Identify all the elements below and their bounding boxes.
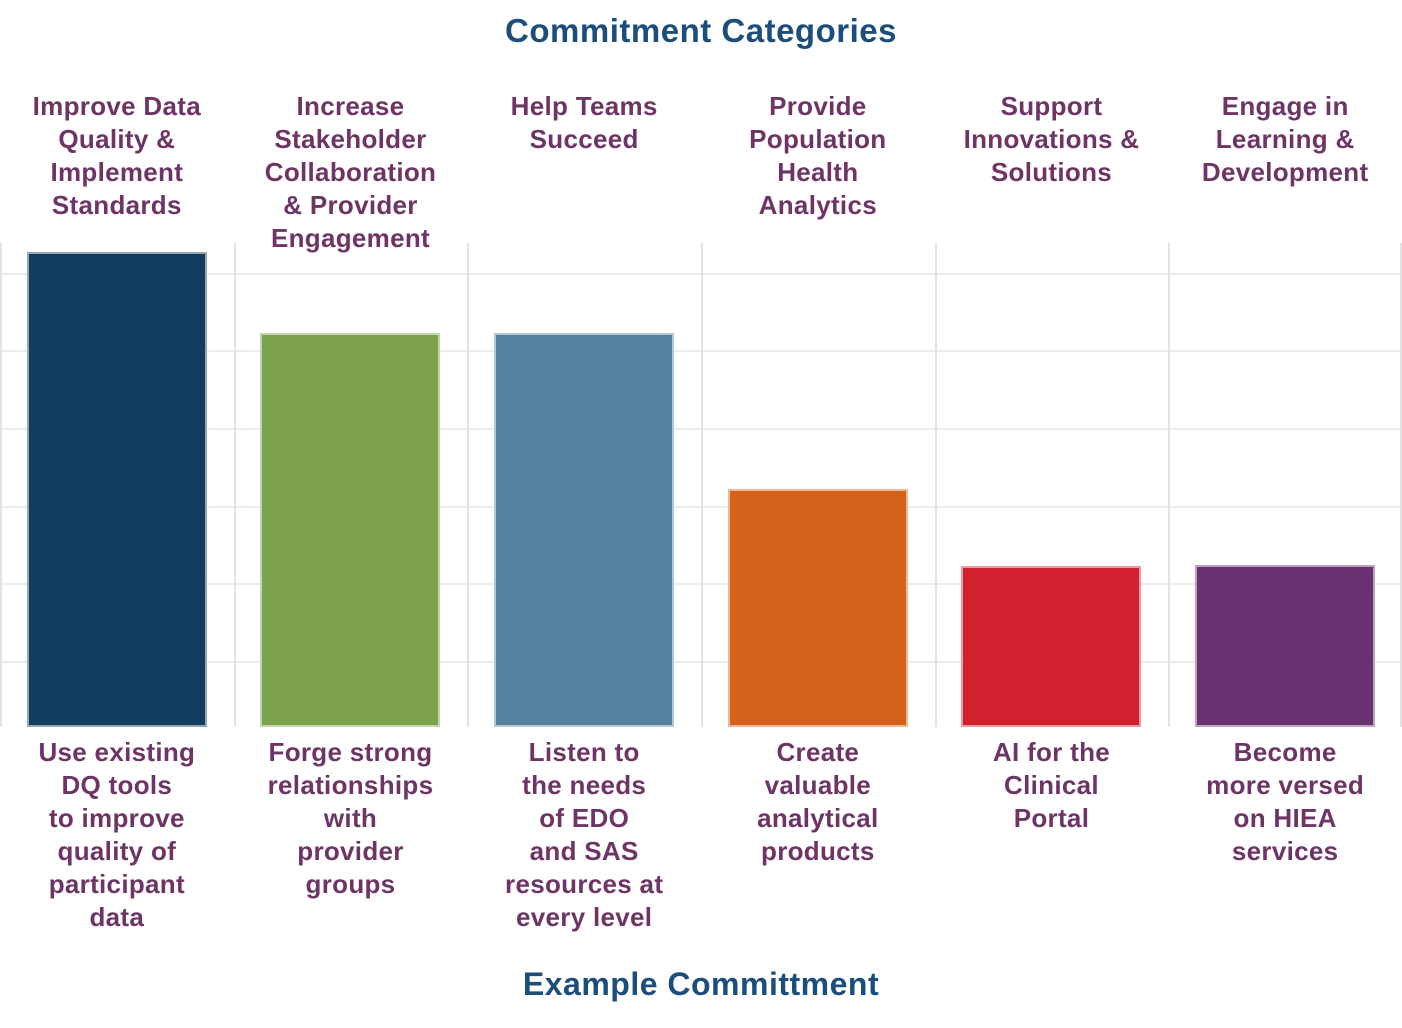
example-commitment-label: Forge strong relationships with provider… xyxy=(267,737,434,899)
example-commitment-label: Use existing DQ tools to improve quality… xyxy=(38,737,196,932)
x-axis-title: Example Committment xyxy=(522,966,880,1002)
category-header: Provide Population Health Analytics xyxy=(749,91,887,220)
category-column: Improve Data Quality & Implement Standar… xyxy=(0,0,234,1028)
panel-separator xyxy=(701,243,703,727)
category-header: Engage in Learning & Development xyxy=(1201,91,1369,187)
plot-area xyxy=(0,243,1402,727)
panel-separator xyxy=(0,243,2,727)
example-commitment-label: AI for the Clinical Portal xyxy=(992,737,1111,833)
category-header: Help Teams Succeed xyxy=(510,91,658,154)
panel-separator xyxy=(934,243,937,727)
category-column: Provide Population Health Analytics Crea… xyxy=(701,0,935,1028)
panel-separator xyxy=(1400,243,1402,727)
category-bar xyxy=(727,489,908,727)
category-bar xyxy=(494,333,675,727)
panel-separator xyxy=(233,243,236,727)
category-column: Increase Stakeholder Collaboration & Pro… xyxy=(234,0,468,1028)
category-column: Engage in Learning & Development Become … xyxy=(1168,0,1402,1028)
chart-title: Commitment Categories xyxy=(505,12,897,49)
category-bar xyxy=(26,252,207,727)
category-header: Support Innovations & Solutions xyxy=(963,91,1140,187)
panel-separator xyxy=(1168,243,1171,727)
example-commitment-label: Listen to the needs of EDO and SAS resou… xyxy=(505,737,664,932)
category-column: Support Innovations & Solutions AI for t… xyxy=(935,0,1169,1028)
category-bar xyxy=(260,333,441,727)
category-header: Increase Stakeholder Collaboration & Pro… xyxy=(264,91,437,253)
category-bar xyxy=(1195,565,1376,727)
category-column: Help Teams Succeed Listen to the needs o… xyxy=(467,0,701,1028)
example-commitment-label: Create valuable analytical products xyxy=(757,737,879,866)
panel-separator xyxy=(467,243,470,727)
category-header: Improve Data Quality & Implement Standar… xyxy=(32,91,201,220)
category-bar xyxy=(961,566,1142,727)
example-commitment-label: Become more versed on HIEA services xyxy=(1206,737,1365,866)
